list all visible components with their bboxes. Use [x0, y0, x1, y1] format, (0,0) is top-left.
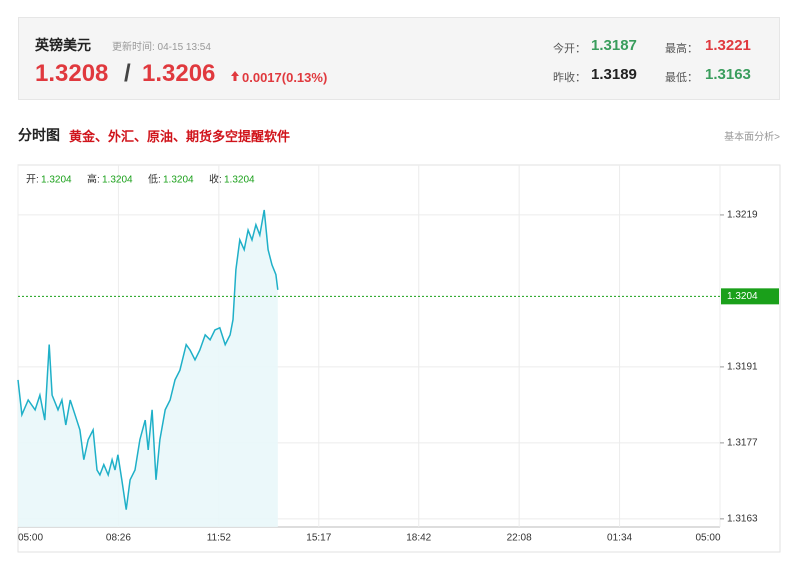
ohlc-label: 高:	[87, 173, 100, 186]
y-tick-label: 1.3163	[727, 513, 758, 524]
last-price-label: 1.3204	[727, 291, 758, 302]
ohlc-value: 1.3204	[102, 175, 133, 186]
stat-value: 1.3221	[705, 37, 751, 54]
ohlc-value: 1.3204	[163, 175, 194, 186]
promo-link[interactable]: 黄金、外汇、原油、期货多空提醒软件	[69, 129, 291, 144]
y-tick-label: 1.3191	[727, 362, 758, 373]
stat-value: 1.3189	[591, 66, 637, 83]
section-title: 分时图	[18, 127, 60, 143]
up-arrow	[231, 71, 239, 81]
y-tick-label: 1.3219	[727, 210, 758, 221]
stat-value: 1.3163	[705, 66, 751, 83]
x-tick-label: 08:26	[106, 533, 131, 544]
x-tick-label: 18:42	[406, 533, 431, 544]
stat-label: 昨收：	[553, 72, 586, 84]
y-tick-label: 1.3177	[727, 438, 758, 449]
x-tick-label: 22:08	[507, 533, 532, 544]
x-tick-label: 01:34	[607, 533, 632, 544]
price-separator: /	[124, 60, 131, 87]
fundamentals-link[interactable]: 基本面分析>	[724, 132, 780, 143]
stat-label: 今开：	[553, 43, 586, 55]
quote-header	[18, 17, 780, 100]
stat-label: 最低：	[665, 72, 698, 84]
x-tick-label: 11:52	[207, 533, 232, 544]
ohlc-label: 收:	[209, 173, 222, 186]
ask-price: 1.3206	[142, 60, 216, 87]
ohlc-label: 低:	[148, 173, 161, 186]
symbol-title: 英镑美元	[35, 37, 91, 53]
area-fill	[18, 210, 278, 527]
x-tick-label: 05:00	[695, 533, 720, 544]
price-change: 0.0017(0.13%)	[242, 70, 328, 85]
update-time: 更新时间: 04-15 13:54	[112, 42, 211, 53]
ohlc-label: 开:	[26, 175, 39, 186]
ohlc-value: 1.3204	[224, 175, 255, 186]
stat-value: 1.3187	[591, 37, 637, 54]
last-price-box	[721, 288, 779, 305]
x-tick-label: 05:00	[18, 533, 43, 544]
ohlc-value: 1.3204	[41, 175, 72, 186]
price-line	[17, 209, 279, 510]
stat-label: 最高：	[665, 43, 698, 55]
bid-price: 1.3208	[35, 60, 109, 87]
x-tick-label: 15:17	[306, 533, 331, 544]
